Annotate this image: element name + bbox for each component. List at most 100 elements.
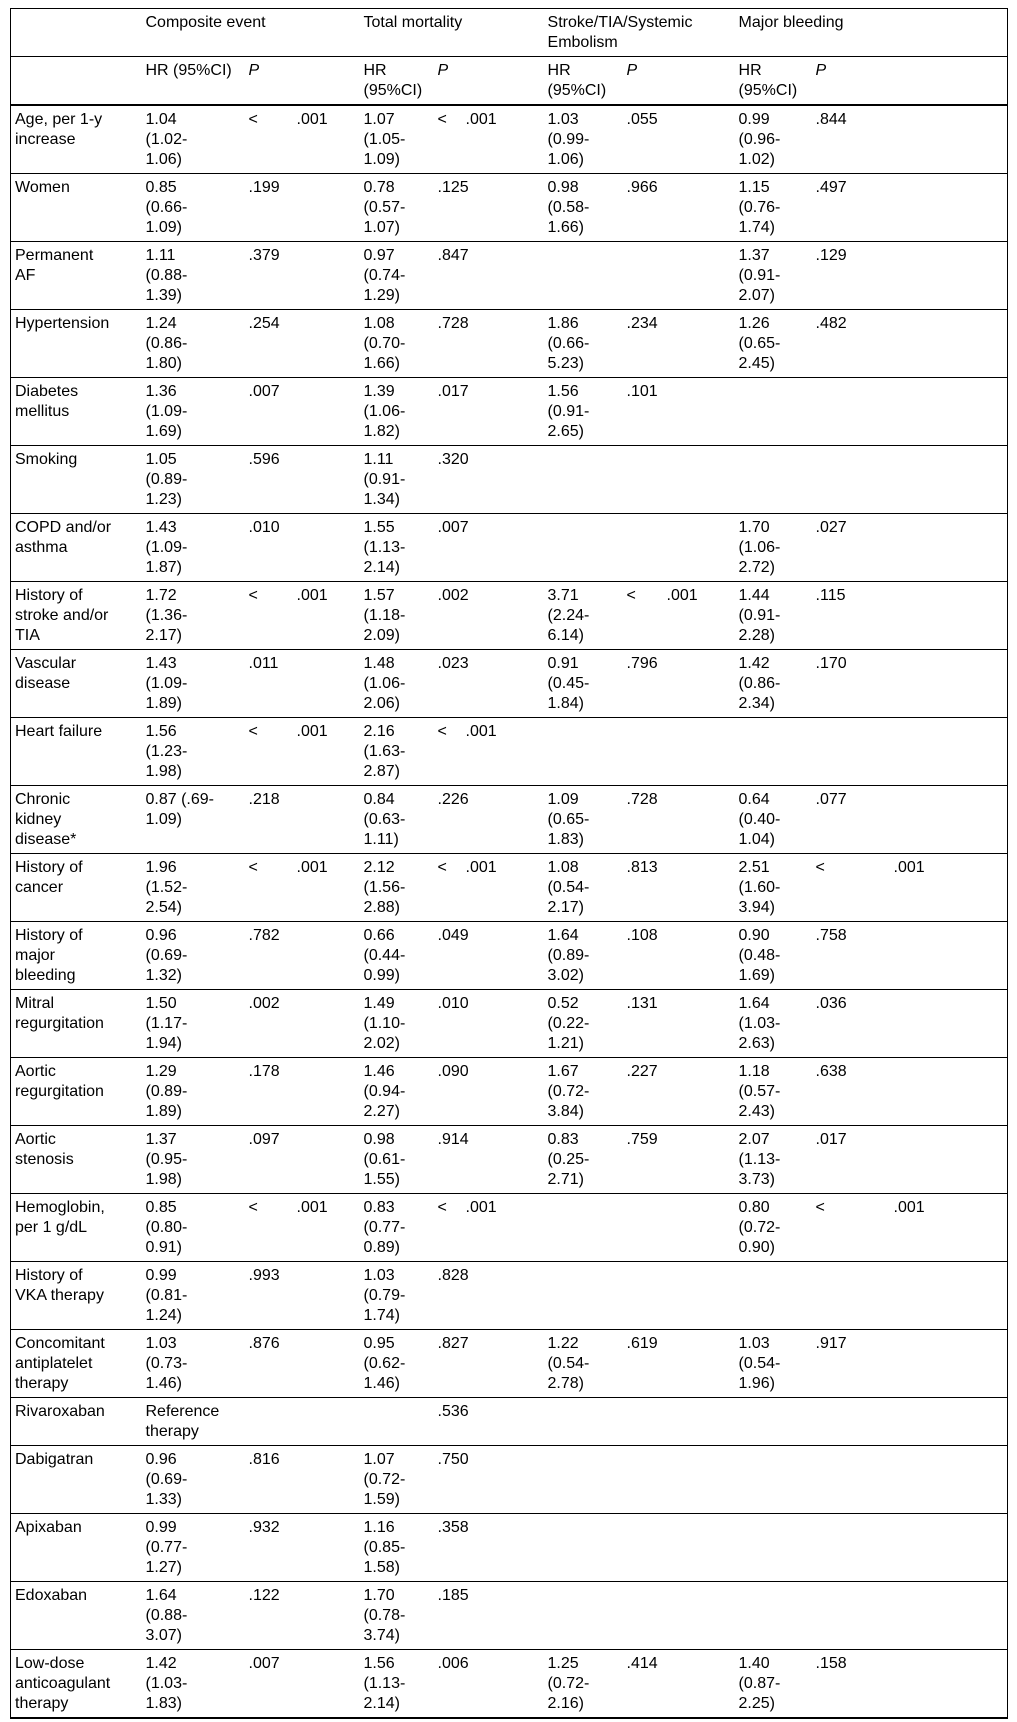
p-cell: .178: [244, 1057, 360, 1126]
hr-value: 1.16 (0.85-1.58): [363, 1519, 406, 1576]
hr-cell: 1.07 (1.05-1.09): [359, 105, 434, 174]
row-label: Women: [15, 179, 70, 196]
less-than-sign: <: [815, 1199, 825, 1216]
hr-value: 1.72 (1.36-2.17): [145, 587, 188, 644]
p-cell: .017: [811, 1125, 1008, 1194]
p-value: .101: [626, 383, 658, 400]
hr-value: 1.08 (0.54-2.17): [547, 859, 590, 916]
p-value: .728: [626, 791, 658, 808]
p-value: .090: [437, 1063, 469, 1080]
hr-cell: 0.52 (0.22-1.21): [543, 989, 623, 1058]
p-value: .993: [248, 1267, 280, 1284]
hr-cell: [543, 1445, 623, 1514]
hr-value: 2.51 (1.60-3.94): [738, 859, 781, 916]
hr-value: 1.36 (1.09-1.69): [145, 383, 188, 440]
hr-column-header: HR (95%CI): [734, 56, 812, 106]
row-label-cell: Smoking: [10, 445, 142, 514]
hr-value: 1.64 (1.03-2.63): [738, 995, 781, 1052]
hr-value: 1.64 (0.89-3.02): [547, 927, 590, 984]
hr-cell: 1.36 (1.09-1.69): [141, 377, 245, 446]
p-cell: < .001: [244, 853, 360, 922]
p-value: .234: [626, 315, 658, 332]
p-cell: .131: [622, 989, 735, 1058]
hr-cell: 1.25 (0.72-2.16): [543, 1649, 623, 1719]
hr-value: 1.86 (0.66-5.23): [547, 315, 590, 372]
hr-value: 1.07 (1.05-1.09): [363, 111, 406, 168]
p-cell: [622, 241, 735, 310]
row-label-cell: History of stroke and/or TIA: [10, 581, 142, 650]
p-cell: .796: [622, 649, 735, 718]
p-cell: .619: [622, 1329, 735, 1398]
hr-cell: [543, 1261, 623, 1330]
p-value: .049: [437, 927, 469, 944]
hr-value: 1.70 (1.06-2.72): [738, 519, 781, 576]
hr-cell: [543, 1193, 623, 1262]
p-value: .536: [437, 1403, 469, 1420]
hr-cell: 1.43 (1.09-1.89): [141, 649, 245, 718]
p-cell: .115: [811, 581, 1008, 650]
hr-cell: 1.44 (0.91-2.28): [734, 581, 812, 650]
hr-cell: [543, 445, 623, 514]
p-cell: < .001: [433, 717, 544, 786]
row-label-cell: Chronic kidney disease*: [10, 785, 142, 854]
hr-cell: 1.24 (0.86-1.80): [141, 309, 245, 378]
column-group-header: Total mortality: [359, 8, 544, 57]
hr-value: 0.78 (0.57-1.07): [363, 179, 406, 236]
p-value: .619: [626, 1335, 658, 1352]
row-label-cell: Diabetes mellitus: [10, 377, 142, 446]
p-cell: [244, 1397, 360, 1446]
hr-value: 1.09 (0.65-1.83): [547, 791, 590, 848]
hr-value: 1.57 (1.18-2.09): [363, 587, 406, 644]
row-label: Aortic regurgitation: [15, 1063, 104, 1100]
hazard-ratio-table: Composite event Total mortality Stroke/TIA…: [10, 8, 1009, 1719]
p-cell: .827: [433, 1329, 544, 1398]
hr-value: 1.64 (0.88-3.07): [145, 1587, 188, 1644]
p-cell: .010: [433, 989, 544, 1058]
row-label: Smoking: [15, 451, 78, 468]
p-value: .728: [437, 315, 469, 332]
p-value: .122: [248, 1587, 280, 1604]
p-cell: .007: [433, 513, 544, 582]
p-cell: .226: [433, 785, 544, 854]
hr-cell: 1.03 (0.79-1.74): [359, 1261, 434, 1330]
p-value: .379: [248, 247, 280, 264]
hr-cell: [734, 445, 812, 514]
hr-value: 1.37 (0.95-1.98): [145, 1131, 188, 1188]
hr-column-header: HR (95%CI): [359, 56, 434, 106]
hr-value: 0.96 (0.69-1.33): [145, 1451, 188, 1508]
hr-cell: 1.42 (0.86-2.34): [734, 649, 812, 718]
p-column-header: P: [622, 56, 735, 106]
hr-cell: 1.16 (0.85-1.58): [359, 1513, 434, 1582]
hr-cell: [543, 1397, 623, 1446]
hr-cell: 0.98 (0.61-1.55): [359, 1125, 434, 1194]
row-label: History of VKA therapy: [15, 1267, 104, 1304]
p-cell: .782: [244, 921, 360, 990]
less-than-sign: <: [437, 111, 447, 128]
hr-value: 1.26 (0.65-2.45): [738, 315, 781, 372]
p-value: .097: [248, 1131, 280, 1148]
hr-value: 1.11 (0.91-1.34): [363, 451, 406, 508]
table-header: Composite event Total mortality Stroke/TIA…: [10, 8, 1008, 106]
p-cell: [811, 377, 1008, 446]
hr-cell: 1.86 (0.66-5.23): [543, 309, 623, 378]
p-cell: < .001: [244, 105, 360, 174]
p-cell: [622, 1261, 735, 1330]
hr-cell: [734, 1513, 812, 1582]
p-cell: [811, 717, 1008, 786]
p-cell: .638: [811, 1057, 1008, 1126]
hr-value: 1.43 (1.09-1.87): [145, 519, 188, 576]
p-value: .966: [626, 179, 658, 196]
p-cell: .234: [622, 309, 735, 378]
p-cell: .007: [244, 1649, 360, 1719]
p-cell: < .001: [244, 717, 360, 786]
p-value: .358: [437, 1519, 469, 1536]
hr-value: 0.98 (0.58-1.66): [547, 179, 590, 236]
p-value: .414: [626, 1655, 658, 1672]
row-label: Vascular disease: [15, 655, 77, 692]
p-value: .185: [437, 1587, 469, 1604]
column-group-row: Composite event Total mortality Stroke/TIA…: [10, 8, 1008, 57]
hr-cell: 0.85 (0.80-0.91): [141, 1193, 245, 1262]
hr-cell: 1.64 (0.88-3.07): [141, 1581, 245, 1650]
p-cell: .414: [622, 1649, 735, 1719]
hr-cell: 1.03 (0.73-1.46): [141, 1329, 245, 1398]
